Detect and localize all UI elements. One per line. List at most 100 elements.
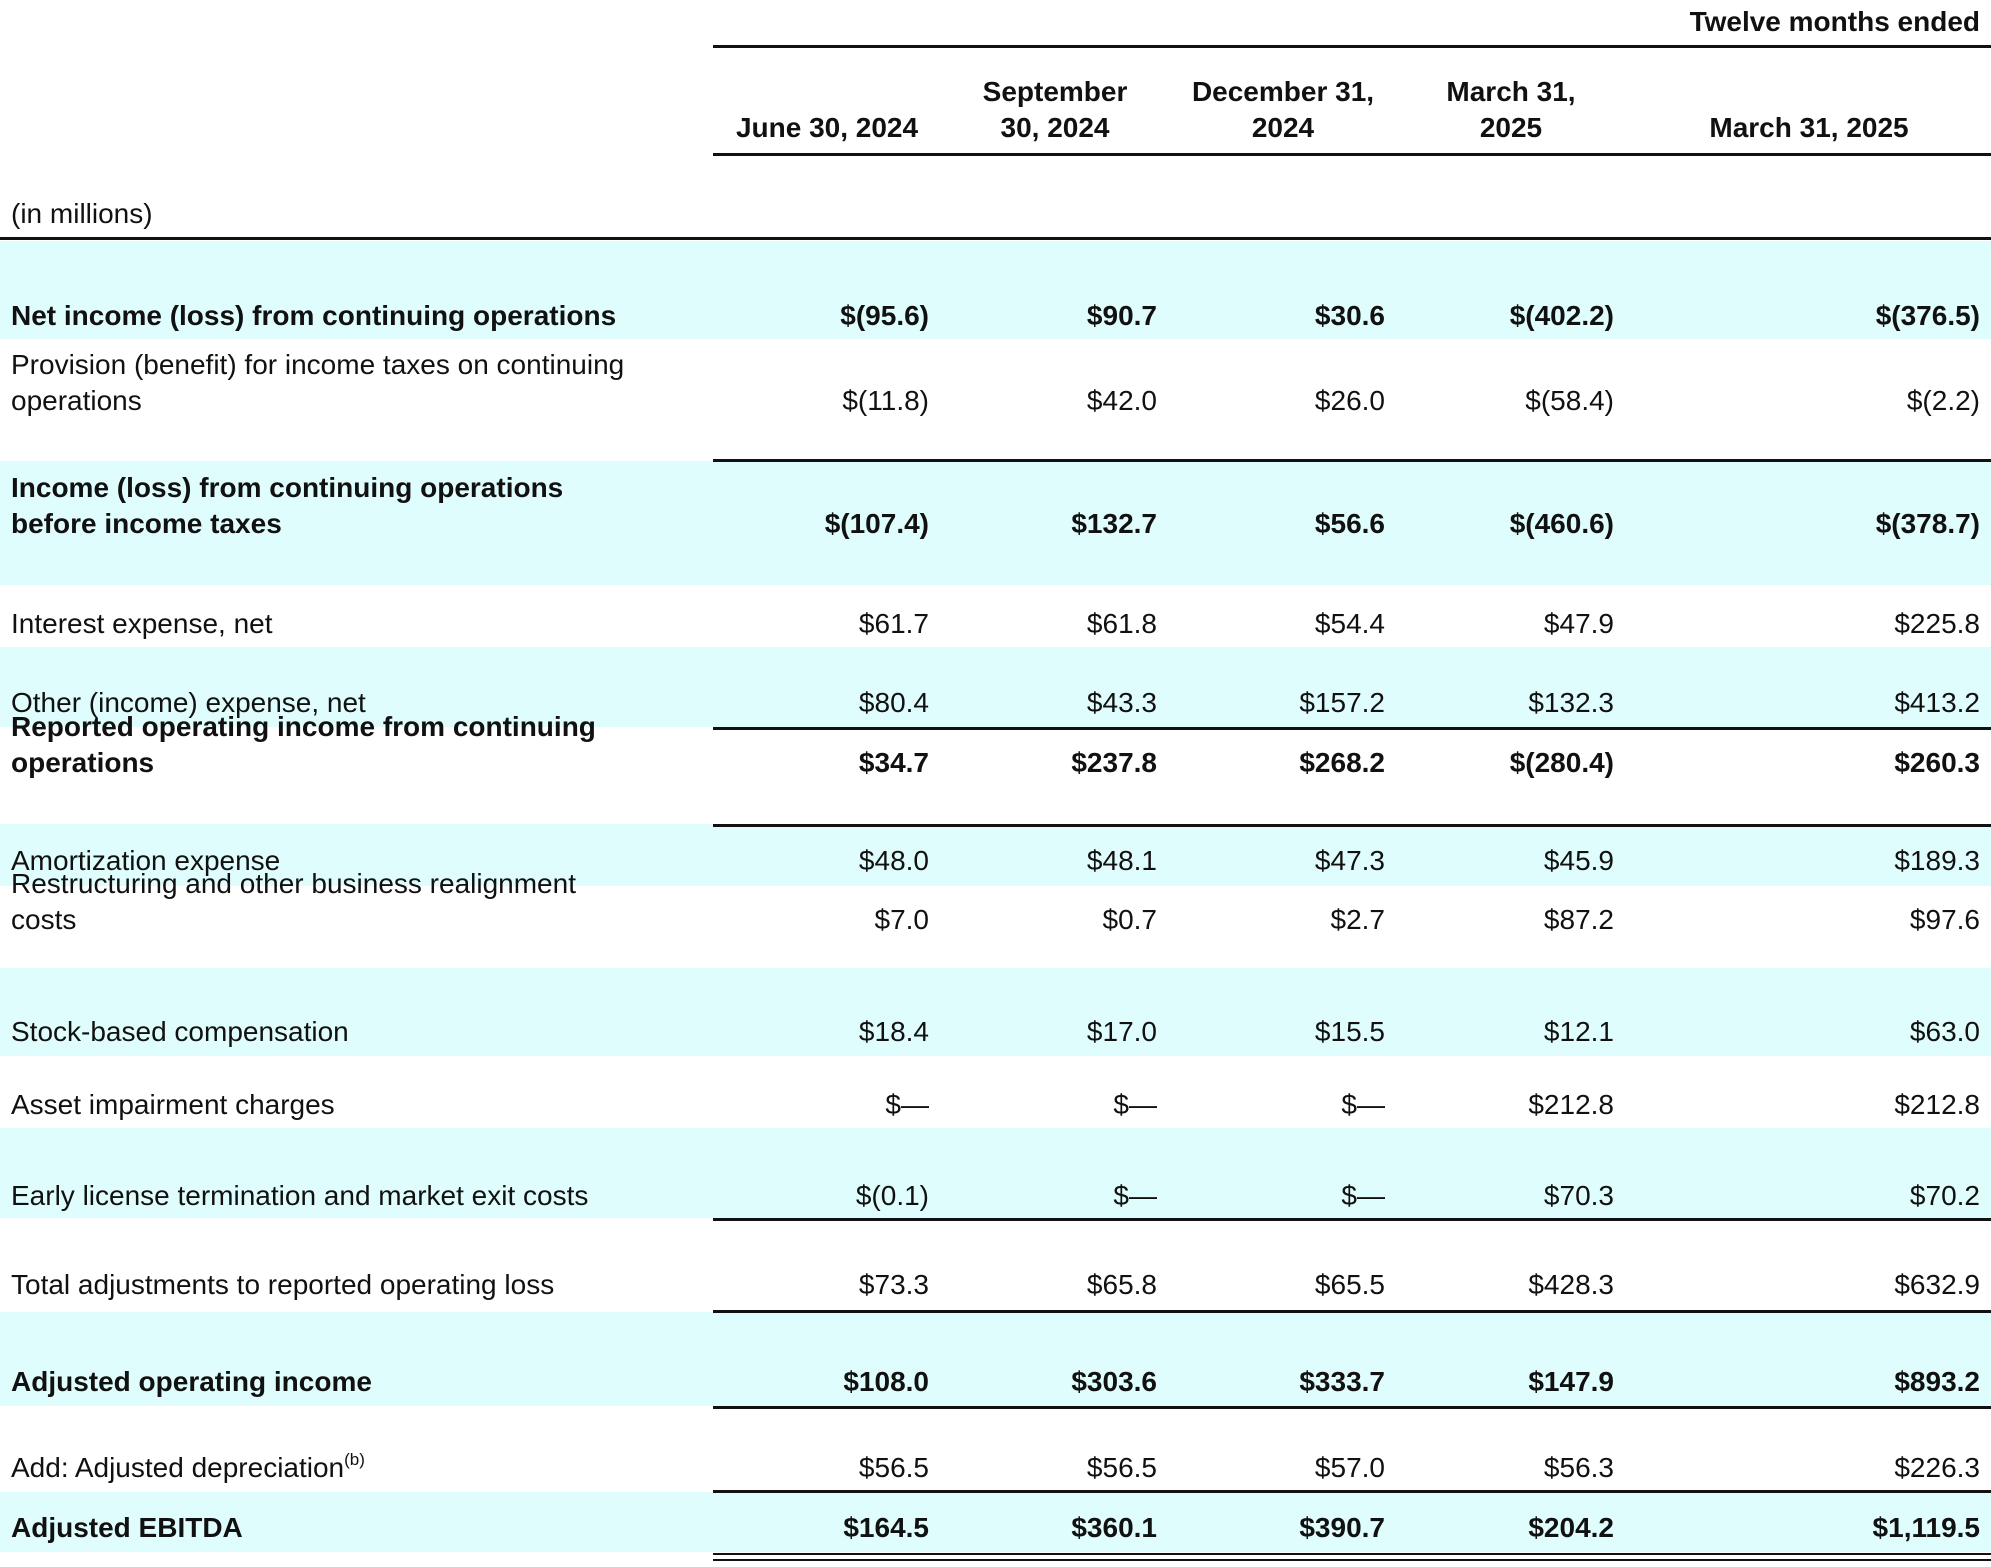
column-header-3: December 31, 2024: [1133, 74, 1433, 146]
row-value: $56.5: [858, 1452, 929, 1483]
column-header-line: June 30, 2024: [735, 112, 919, 143]
table-row: [0, 824, 1991, 886]
row-value: $204.2: [1528, 1512, 1614, 1543]
row-label: Adjusted operating income: [11, 1364, 372, 1400]
table-row: [0, 1312, 1991, 1406]
row-value: $43.3: [1086, 687, 1157, 718]
row-value: $260.3: [1894, 747, 1980, 778]
row-value: $7.0: [874, 904, 930, 935]
row-value: $132.7: [1071, 508, 1157, 539]
row-value: $—: [1341, 1089, 1385, 1120]
twelve-months-header: Twelve months ended: [1689, 6, 1980, 37]
table-row: [0, 1128, 1991, 1218]
row-label: Adjusted EBITDA: [11, 1510, 243, 1546]
row-value: $30.6: [1314, 300, 1385, 331]
row-value: $428.3: [1528, 1269, 1614, 1300]
row-label: Add: Adjusted depreciation(b): [11, 1450, 365, 1486]
row-value: $15.5: [1314, 1016, 1385, 1047]
row-label: Other (income) expense, net: [11, 685, 366, 721]
row-value: $108.0: [843, 1366, 929, 1397]
row-value: $—: [1113, 1089, 1157, 1120]
row-value: $54.4: [1314, 608, 1385, 639]
row-label: Amortization expense: [11, 843, 280, 879]
row-value: $—: [1113, 1180, 1157, 1211]
row-value: $(378.7): [1875, 508, 1980, 539]
row-value: $268.2: [1299, 747, 1385, 778]
row-value: $48.0: [858, 845, 929, 876]
header-rule-1: [713, 45, 1991, 48]
row-value: $(460.6): [1509, 508, 1614, 539]
row-label: Total adjustments to reported operating …: [11, 1267, 554, 1303]
row-value: $390.7: [1299, 1512, 1385, 1543]
row-value: $87.2: [1543, 904, 1614, 935]
row-value: $303.6: [1071, 1366, 1157, 1397]
row-label: Interest expense, net: [11, 606, 273, 642]
row-value: $65.8: [1086, 1269, 1157, 1300]
row-value: $61.8: [1086, 608, 1157, 639]
row-label: Net income (loss) from continuing operat…: [11, 298, 616, 334]
column-header-line: September: [982, 76, 1128, 107]
table-row: [0, 585, 1991, 647]
row-value: $212.8: [1528, 1089, 1614, 1120]
row-value: $2.7: [1330, 904, 1386, 935]
row-label-line: Adjusted EBITDA: [11, 1512, 243, 1543]
table-row: [0, 968, 1991, 1056]
footnote-marker: (b): [344, 1450, 365, 1469]
row-label-line: Net income (loss) from continuing operat…: [11, 300, 617, 331]
row-value: $47.3: [1314, 845, 1385, 876]
column-header-2: September 30, 2024: [905, 74, 1205, 146]
row-label: Restructuring and other business realign…: [11, 866, 576, 938]
row-label: Early license termination and market exi…: [11, 1178, 588, 1214]
column-header-line: [1659, 74, 1959, 110]
row-label-line: Stock-based compensation: [11, 1016, 349, 1047]
row-value: $34.7: [858, 747, 929, 778]
row-value: $237.8: [1071, 747, 1157, 778]
row-value: $17.0: [1086, 1016, 1157, 1047]
table-row: [0, 1492, 1991, 1552]
column-header-line: 2024: [1251, 112, 1315, 143]
units-label: (in millions): [11, 198, 153, 229]
row-value: $(376.5): [1875, 300, 1980, 331]
row-value: $(58.4): [1525, 385, 1614, 416]
row-value: $—: [1341, 1180, 1385, 1211]
row-value: $45.9: [1543, 845, 1614, 876]
row-value: $(11.8): [842, 385, 929, 416]
row-label-line: Provision (benefit) for income taxes on …: [11, 349, 625, 380]
row-value: $70.2: [1909, 1180, 1980, 1211]
row-label: Income (loss) from continuing operations…: [11, 470, 563, 542]
row-value: $70.3: [1543, 1180, 1614, 1211]
row-label-line: Adjusted operating income: [11, 1366, 372, 1397]
section-rule-1: [713, 459, 1991, 462]
row-value: $132.3: [1528, 687, 1614, 718]
column-header-1: June 30, 2024: [677, 74, 977, 146]
row-label-line: operations: [11, 385, 142, 416]
row-value: $(95.6): [840, 300, 929, 331]
table-row: [0, 647, 1991, 727]
section-rule-4: [713, 1218, 1991, 1221]
row-value: $65.5: [1314, 1269, 1385, 1300]
row-value: $61.7: [858, 608, 929, 639]
row-value: $(280.4): [1509, 747, 1614, 778]
section-rule-7: [713, 1490, 1991, 1493]
row-label: Asset impairment charges: [11, 1087, 335, 1123]
double-rule-top: [713, 1553, 1991, 1555]
row-value: $212.8: [1894, 1089, 1980, 1120]
header-rule-3: [0, 237, 1991, 240]
row-value: $63.0: [1909, 1016, 1980, 1047]
row-label-line: Add: Adjusted depreciation(b): [11, 1450, 365, 1483]
row-label-line: Restructuring and other business realign…: [11, 868, 576, 899]
row-label-line: Other (income) expense, net: [11, 687, 366, 718]
section-rule-6: [713, 1406, 1991, 1409]
row-value: $48.1: [1086, 845, 1157, 876]
row-label: Stock-based compensation: [11, 1014, 349, 1050]
row-label-line: operations: [11, 747, 155, 778]
row-value: $18.4: [858, 1016, 929, 1047]
row-value: $147.9: [1528, 1366, 1614, 1397]
row-value: $0.7: [1102, 904, 1158, 935]
row-label-line: Income (loss) from continuing operations: [11, 472, 564, 503]
row-label-line: Asset impairment charges: [11, 1089, 335, 1120]
row-value: $90.7: [1086, 300, 1157, 331]
row-value: $—: [885, 1089, 929, 1120]
row-value: $(107.4): [824, 508, 929, 539]
section-rule-3: [713, 824, 1991, 827]
